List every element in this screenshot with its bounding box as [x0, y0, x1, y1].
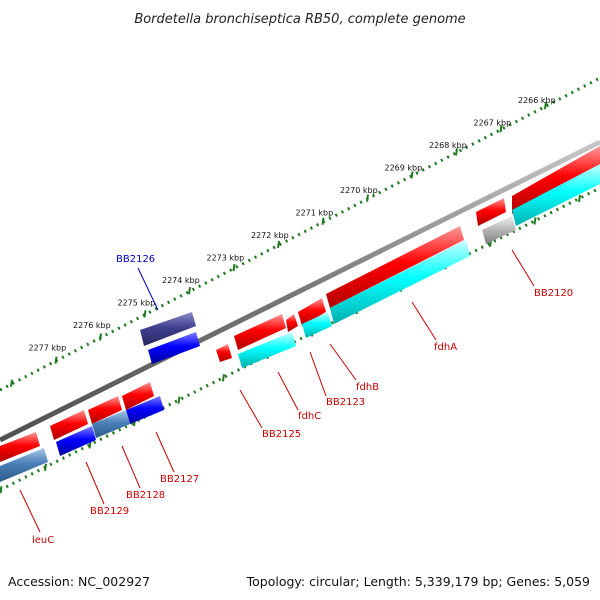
callout-BB2128 — [121, 445, 141, 489]
gene-feature-BB2128-rev[interactable] — [92, 410, 130, 438]
gene-label-BB2120[interactable]: BB2120 — [534, 288, 573, 299]
gene-feature-BB2123-fwd[interactable] — [286, 314, 298, 332]
ruler-tick — [188, 287, 191, 295]
gene-feature-BB2129-fwd[interactable] — [50, 410, 88, 440]
inner-ruler-tick — [222, 374, 225, 382]
map-title: Bordetella bronchiseptica RB50, complete… — [134, 12, 465, 27]
inner-ruler-tick — [533, 217, 537, 225]
gene-feature-BB2120-rev[interactable] — [512, 164, 600, 226]
gene-feature-leuC-fwd[interactable] — [0, 432, 40, 462]
gene-label-leuC[interactable]: leuC — [32, 535, 54, 546]
callout-lines — [19, 249, 535, 533]
gene-feature-fdhB-fwd[interactable] — [298, 298, 326, 326]
ruler-tick — [321, 217, 325, 225]
callout-fdhC — [277, 371, 299, 411]
accession-text: Accession: NC_002927 — [8, 574, 150, 589]
gene-feature-BB2128-fwd[interactable] — [88, 396, 122, 424]
ruler-label: 2277 kbp — [29, 344, 67, 353]
gene-feature-fdhC-fwd[interactable] — [234, 314, 286, 350]
ruler-tick — [277, 240, 280, 249]
gene-labels: BB2120 fdhA fdhB BB2123 fdhC BB2125 BB21… — [32, 254, 573, 546]
gene-feature-fdhA-rev[interactable] — [330, 240, 470, 324]
ruler-tick — [99, 333, 102, 341]
gene-feature-BB2129-rev[interactable] — [56, 426, 96, 456]
genome-backbone — [0, 139, 600, 443]
callout-leuC — [19, 489, 41, 533]
gene-label-BB2127[interactable]: BB2127 — [160, 474, 199, 485]
gene-label-BB2123[interactable]: BB2123 — [326, 397, 365, 408]
ruler-tick — [410, 171, 414, 179]
ruler-tick — [544, 101, 547, 110]
gene-feature-BB2127-fwd[interactable] — [122, 382, 154, 410]
ruler-tick — [366, 194, 369, 202]
ruler-tick — [10, 379, 13, 387]
ruler-tick — [455, 148, 458, 156]
callout-BB2120 — [511, 249, 535, 287]
callout-BB2127 — [155, 431, 175, 473]
gene-feature-fdhA-fwd[interactable] — [476, 198, 506, 226]
outer-ruler: 2266 kbp 2267 kbp 2268 kbp 2269 kbp 2270 kbp… — [0, 76, 600, 392]
gene-label-fdhB[interactable]: fdhB — [356, 382, 379, 393]
gene-label-BB2129[interactable]: BB2129 — [90, 506, 129, 517]
inner-ruler-tick — [44, 463, 47, 471]
ruler-label: 2274 kbp — [162, 276, 200, 285]
gene-label-BB2125[interactable]: BB2125 — [262, 429, 301, 440]
inner-ruler — [0, 186, 600, 494]
callout-fdhA — [411, 301, 437, 341]
inner-ruler-tick — [177, 396, 181, 404]
gene-feature-fdhC-rev[interactable] — [238, 332, 296, 368]
gene-feature-BB2126-upper[interactable] — [140, 312, 196, 346]
ruler-label: 2273 kbp — [207, 254, 245, 263]
callout-BB2125 — [239, 389, 263, 429]
gene-label-fdhA[interactable]: fdhA — [434, 342, 457, 353]
gene-feature-BB2125-fwd[interactable] — [216, 344, 232, 362]
reverse-strand — [0, 164, 600, 482]
gene-feature-BB2120-grey[interactable] — [482, 216, 516, 244]
gene-feature-leuC-rev[interactable] — [0, 448, 48, 482]
ruler-label: 2266 kbp — [518, 96, 556, 105]
ruler-label: 2268 kbp — [429, 141, 467, 150]
callout-BB2129 — [85, 461, 105, 505]
ruler-tick — [232, 263, 236, 272]
ruler-tick — [499, 125, 503, 133]
gene-label-BB2128[interactable]: BB2128 — [126, 490, 165, 501]
forward-strand — [0, 146, 600, 462]
inner-ruler-tick — [578, 194, 581, 203]
gene-label-fdhC[interactable]: fdhC — [298, 411, 321, 422]
gene-label-BB2126[interactable]: BB2126 — [116, 254, 155, 265]
inner-ruler-tick — [88, 441, 92, 449]
gene-feature-BB2120-fwd[interactable] — [512, 146, 600, 214]
ruler-label: 2269 kbp — [385, 164, 423, 173]
ruler-label: 2276 kbp — [73, 321, 111, 330]
gene-feature-fdhB-rev[interactable] — [302, 312, 332, 338]
ruler-label: 2271 kbp — [296, 209, 334, 218]
gene-feature-BB2127-rev[interactable] — [126, 396, 164, 424]
ruler-label: 2270 kbp — [340, 186, 378, 195]
gene-feature-fdhA-main[interactable] — [326, 226, 464, 308]
ruler-label: 2275 kbp — [118, 299, 156, 308]
gene-feature-BB2126-lower[interactable] — [148, 332, 200, 364]
callout-BB2126 — [137, 267, 159, 311]
ruler-label: 2267 kbp — [474, 119, 512, 128]
inner-ruler-tick — [0, 486, 3, 494]
ruler-tick — [54, 356, 58, 364]
callout-fdhB — [329, 343, 357, 381]
topology-summary: Topology: circular; Length: 5,339,179 bp… — [246, 574, 590, 589]
ruler-label: 2272 kbp — [251, 231, 289, 240]
ruler-tick — [143, 310, 147, 318]
callout-BB2123 — [309, 351, 327, 397]
